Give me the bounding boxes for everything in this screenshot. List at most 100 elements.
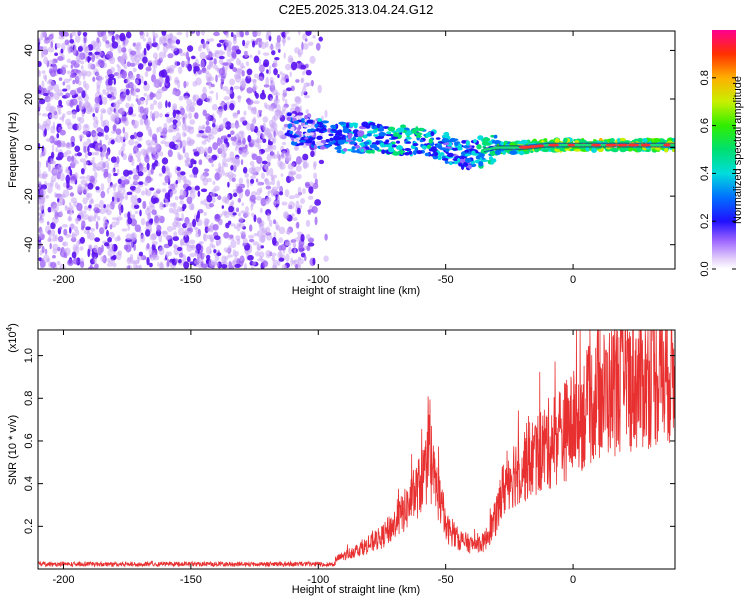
- noise-speckle: [53, 208, 57, 214]
- signal-mark: [461, 164, 465, 170]
- noise-speckle: [167, 149, 173, 158]
- noise-speckle: [164, 198, 169, 208]
- noise-speckle: [187, 112, 193, 120]
- signal-mark: [357, 130, 365, 136]
- noise-speckle: [221, 255, 227, 264]
- noise-speckle: [181, 139, 187, 148]
- noise-speckle: [213, 185, 220, 192]
- snr-y-tick-label: 0.6: [23, 433, 35, 448]
- noise-speckle: [305, 183, 311, 189]
- noise-speckle: [324, 233, 328, 241]
- noise-speckle: [87, 55, 90, 64]
- noise-speckle: [179, 207, 183, 212]
- noise-speckle: [38, 122, 41, 129]
- noise-speckle: [211, 163, 214, 168]
- noise-speckle: [39, 250, 43, 256]
- snr-y-ticks: 0.2 0.4 0.6 0.8 1.0: [23, 348, 675, 534]
- noise-speckle: [86, 193, 91, 201]
- signal-mark: [408, 150, 413, 155]
- noise-speckle: [96, 54, 100, 59]
- noise-speckle: [289, 71, 292, 78]
- noise-speckle: [122, 126, 126, 134]
- noise-speckle: [50, 41, 54, 48]
- noise-speckle: [282, 89, 288, 94]
- spectrogram-x-tick-label: -150: [180, 274, 202, 286]
- noise-speckle: [62, 182, 67, 188]
- signal-mark: [414, 132, 423, 136]
- noise-speckle: [90, 130, 97, 136]
- noise-speckle: [196, 254, 202, 264]
- noise-speckle: [167, 185, 173, 190]
- noise-speckle: [291, 162, 296, 167]
- noise-speckle: [107, 93, 112, 99]
- noise-speckle: [139, 209, 142, 217]
- noise-speckle: [221, 205, 225, 209]
- snr-x-tick-label: -100: [307, 574, 329, 586]
- noise-speckle: [150, 110, 153, 119]
- noise-speckle: [237, 197, 242, 203]
- noise-speckle: [115, 134, 123, 143]
- noise-speckle: [205, 41, 209, 51]
- noise-speckle: [107, 73, 115, 79]
- noise-speckle: [69, 38, 75, 44]
- signal-mark: [349, 141, 356, 145]
- noise-speckle: [147, 59, 153, 64]
- noise-speckle: [103, 242, 110, 247]
- signal-mark: [505, 150, 510, 153]
- signal-mark: [387, 126, 396, 132]
- signal-mark: [471, 145, 475, 149]
- noise-speckle: [158, 172, 163, 177]
- noise-speckle: [246, 122, 251, 131]
- noise-speckle: [57, 56, 64, 61]
- noise-speckle: [279, 186, 283, 192]
- noise-speckle: [62, 81, 66, 86]
- noise-speckle: [189, 190, 196, 200]
- signal-mark: [457, 146, 463, 151]
- noise-speckle: [61, 223, 68, 228]
- noise-speckle: [126, 191, 133, 196]
- noise-speckle: [314, 199, 322, 206]
- noise-speckle: [137, 135, 143, 142]
- noise-speckle: [195, 243, 202, 251]
- noise-speckle: [123, 64, 128, 70]
- noise-speckle: [247, 254, 254, 261]
- noise-speckle: [117, 45, 122, 54]
- noise-speckle: [94, 96, 101, 104]
- signal-mark: [377, 127, 385, 132]
- noise-speckle: [182, 131, 186, 138]
- noise-speckle: [105, 40, 110, 45]
- noise-speckle: [79, 175, 87, 180]
- noise-speckle: [237, 212, 241, 217]
- noise-speckle: [94, 51, 101, 56]
- noise-speckle: [118, 150, 121, 156]
- signal-peak: [627, 143, 640, 147]
- signal-mark: [290, 126, 295, 131]
- noise-speckle: [257, 76, 264, 81]
- noise-speckle: [62, 241, 66, 246]
- noise-speckle: [129, 62, 136, 67]
- noise-speckle: [97, 59, 104, 66]
- noise-speckle: [179, 52, 185, 57]
- signal-mark: [461, 155, 465, 160]
- noise-speckle: [187, 180, 192, 186]
- noise-speckle: [263, 178, 269, 183]
- noise-speckle: [144, 229, 151, 237]
- noise-speckle: [144, 207, 152, 216]
- noise-speckle: [45, 160, 49, 168]
- noise-speckle: [177, 174, 182, 184]
- noise-speckle: [136, 73, 140, 78]
- noise-speckle: [71, 231, 75, 240]
- noise-speckle: [46, 182, 53, 187]
- noise-speckle: [314, 216, 318, 226]
- noise-speckle: [74, 35, 81, 43]
- signal-mark: [392, 151, 400, 156]
- signal-mark: [342, 148, 348, 152]
- noise-speckle: [200, 93, 207, 101]
- colorbar-label: Normalized spectral amplitude: [732, 76, 744, 224]
- noise-speckle: [164, 175, 171, 184]
- noise-speckle: [40, 184, 48, 190]
- noise-speckle: [233, 225, 238, 229]
- signal-mark: [304, 137, 309, 140]
- noise-speckle: [88, 143, 96, 149]
- noise-speckle: [196, 133, 202, 138]
